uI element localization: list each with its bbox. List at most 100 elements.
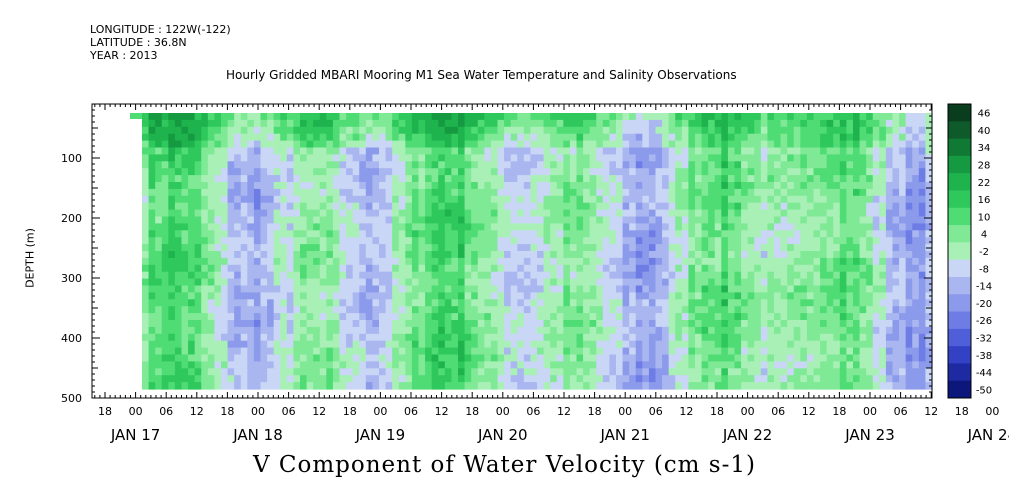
heatmap-cell: [826, 161, 834, 169]
heatmap-cell: [800, 299, 808, 307]
heatmap-cell: [780, 271, 788, 280]
heatmap-cell: [905, 202, 913, 211]
heatmap-cell: [918, 188, 927, 197]
heatmap-cell: [609, 271, 617, 280]
heatmap-cell: [569, 354, 578, 362]
heatmap-cell: [885, 271, 894, 280]
heatmap-cell: [721, 271, 729, 280]
heatmap-cell: [530, 230, 538, 238]
heatmap-cell: [695, 368, 703, 376]
heatmap-cell: [458, 168, 466, 176]
heatmap-cell: [379, 154, 387, 162]
heatmap-cell: [267, 326, 275, 335]
heatmap-cell: [642, 382, 650, 390]
heatmap-cell: [879, 182, 887, 190]
heatmap-cell: [346, 354, 354, 362]
heatmap-cell: [833, 230, 841, 238]
heatmap-cell: [885, 382, 894, 390]
heatmap-cell: [793, 271, 801, 280]
heatmap-cell: [181, 306, 189, 314]
heatmap-cell: [319, 230, 327, 238]
heatmap-cell: [214, 133, 222, 142]
heatmap-cell: [912, 368, 920, 376]
heatmap-cell: [286, 299, 295, 307]
heatmap-cell: [681, 264, 690, 273]
heatmap-cell: [688, 299, 696, 307]
heatmap-cell: [346, 292, 354, 300]
heatmap-cell: [221, 292, 229, 300]
heatmap-cell: [142, 382, 150, 390]
heatmap-cell: [741, 140, 749, 149]
heatmap-cell: [556, 320, 564, 328]
heatmap-cell: [688, 237, 696, 245]
heatmap-cell: [675, 285, 683, 293]
heatmap-cell: [820, 154, 828, 162]
heatmap-cell: [201, 113, 209, 121]
heatmap-cell: [563, 361, 571, 369]
heatmap-cell: [754, 306, 762, 314]
heatmap-cell: [681, 340, 690, 349]
heatmap-cell: [774, 133, 782, 142]
heatmap-cell: [629, 354, 637, 362]
heatmap-cell: [813, 257, 821, 266]
heatmap-cell: [655, 271, 663, 280]
heatmap-cell: [300, 168, 308, 176]
heatmap-cell: [214, 147, 222, 155]
heatmap-cell: [148, 230, 156, 238]
heatmap-cell: [411, 278, 420, 287]
heatmap-cell: [477, 168, 485, 176]
heatmap-cell: [866, 361, 874, 369]
heatmap-cell: [688, 382, 696, 390]
heatmap-cell: [458, 119, 466, 128]
heatmap-cell: [148, 188, 156, 197]
heatmap-cell: [510, 313, 518, 321]
heatmap-cell: [642, 119, 650, 128]
heatmap-cell: [168, 285, 176, 293]
heatmap-cell: [879, 278, 887, 287]
heatmap-cell: [616, 333, 624, 342]
heatmap-cell: [616, 126, 624, 135]
heatmap-cell: [207, 223, 216, 231]
heatmap-cell: [859, 175, 867, 183]
heatmap-cell: [339, 368, 347, 376]
heatmap-cell: [747, 313, 755, 321]
heatmap-cell: [148, 202, 156, 211]
heatmap-cell: [609, 195, 617, 204]
heatmap-cell: [635, 278, 643, 287]
heatmap-cell: [247, 216, 255, 224]
heatmap-cell: [319, 113, 327, 121]
heatmap-cell: [787, 354, 795, 362]
heatmap-cell: [708, 382, 716, 390]
heatmap-cell: [800, 251, 808, 259]
heatmap-cell: [583, 244, 591, 252]
heatmap-cell: [892, 264, 900, 273]
heatmap-cell: [300, 333, 308, 342]
heatmap-cell: [767, 244, 775, 252]
heatmap-cell: [767, 333, 775, 342]
heatmap-cell: [537, 271, 545, 280]
heatmap-cell: [589, 278, 597, 287]
heatmap-cell: [820, 230, 828, 238]
heatmap-cell: [635, 354, 643, 362]
heatmap-cell: [760, 257, 769, 266]
heatmap-cell: [846, 382, 854, 390]
heatmap-cell: [398, 285, 406, 293]
heatmap-cell: [885, 320, 894, 328]
heatmap-cell: [234, 126, 242, 135]
heatmap-cell: [267, 161, 275, 169]
heatmap-cell: [201, 140, 209, 149]
heatmap-cell: [411, 175, 420, 183]
heatmap-cell: [622, 333, 630, 342]
heatmap-cell: [385, 154, 393, 162]
heatmap-cell: [787, 285, 795, 293]
heatmap-cell: [398, 299, 406, 307]
heatmap-cell: [313, 237, 321, 245]
heatmap-cell: [253, 320, 262, 328]
heatmap-cell: [504, 251, 512, 259]
heatmap-cell: [207, 126, 216, 135]
heatmap-cell: [616, 299, 624, 307]
heatmap-cell: [859, 354, 867, 362]
heatmap-cell: [319, 175, 327, 183]
heatmap-cell: [741, 347, 749, 356]
heatmap-cell: [352, 382, 360, 390]
